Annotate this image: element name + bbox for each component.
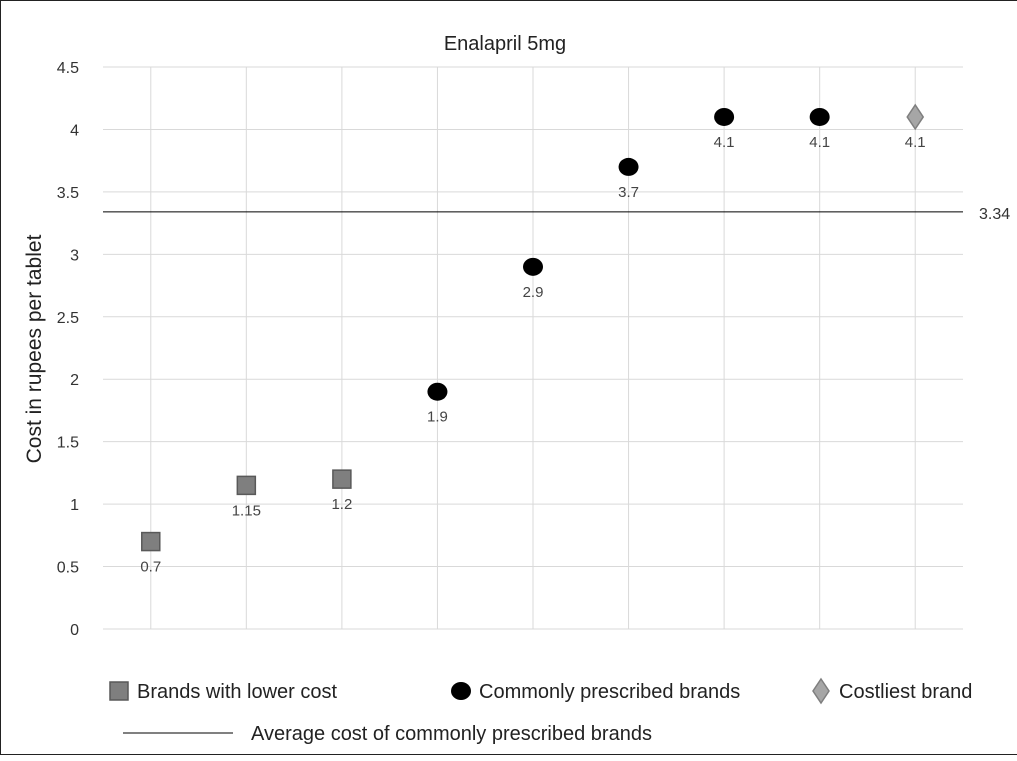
data-value-label: 3.7 [618,184,639,201]
data-value-label: 4.1 [809,134,830,151]
y-tick-label: 4 [70,122,79,139]
y-tick-label: 0 [70,622,79,639]
average-line-group: 3.34 [103,206,1010,223]
circle-data-point [523,258,543,276]
circle-data-point [427,383,447,401]
y-tick-label: 1 [70,497,79,514]
data-value-label: 1.15 [232,502,261,519]
legend-square-icon [110,682,128,700]
circle-data-point [714,108,734,126]
legend-label: Commonly prescribed brands [479,681,740,703]
legend-label: Brands with lower cost [137,681,338,703]
legend-diamond-icon [813,679,829,703]
legend-circle-icon [451,682,471,700]
y-tick-label: 2 [70,372,79,389]
square-data-point [237,476,255,494]
data-value-label: 1.2 [331,496,352,513]
square-data-point [333,470,351,488]
average-cost-value-label: 3.34 [979,206,1010,223]
data-value-label: 4.1 [714,134,735,151]
square-data-point [142,533,160,551]
y-tick-label: 4.5 [57,60,79,77]
y-tick-label: 2.5 [57,310,79,327]
legend-label: Average cost of commonly prescribed bran… [251,723,652,745]
data-value-label: 0.7 [140,559,161,576]
data-value-label: 2.9 [523,284,544,301]
y-axis: 0 0.5 1 1.5 2 2.5 3 3.5 4 4.5 [57,60,79,639]
legend: Brands with lower cost Commonly prescribe… [110,679,972,745]
chart-title: Enalapril 5mg [444,33,566,55]
y-axis-title: Cost in rupees per tablet [23,234,46,463]
data-value-label: 4.1 [905,134,926,151]
y-tick-label: 0.5 [57,560,79,577]
gridlines [103,67,963,629]
y-tick-label: 3 [70,247,79,264]
diamond-data-point [907,105,923,129]
y-tick-label: 3.5 [57,185,79,202]
data-value-label: 1.9 [427,409,448,426]
circle-data-point [810,108,830,126]
legend-label: Costliest brand [839,681,972,703]
y-tick-label: 1.5 [57,435,79,452]
circle-data-point [619,158,639,176]
